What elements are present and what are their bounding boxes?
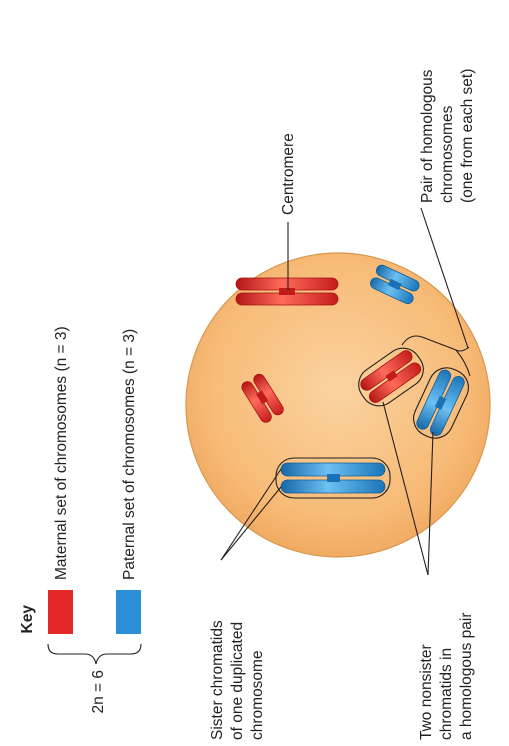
- cell: [185, 252, 491, 558]
- homologous-leader: [420, 207, 469, 349]
- nonsister-leader-a: [382, 401, 429, 576]
- paternal-chromosome-small: [370, 264, 420, 305]
- sister-label-line1: Sister chromatids: [209, 620, 226, 740]
- nonsister-label-line2: chromatids in: [438, 648, 455, 740]
- key-brace: [47, 643, 142, 665]
- key-title: Key: [19, 605, 36, 634]
- key-formula: 2n = 6: [90, 670, 107, 714]
- sister-label-line2: of one duplicated: [229, 622, 246, 740]
- maternal-chromosome-small: [241, 373, 284, 423]
- key: Key Maternal set of chromosomes (n = 3) …: [19, 326, 142, 714]
- sister-leader-b: [220, 486, 282, 561]
- maternal-chromosome-medium: [358, 347, 424, 407]
- paternal-swatch: [116, 590, 141, 634]
- sister-label-line3: chromosome: [249, 650, 266, 740]
- centromere-label: Centromere: [280, 133, 297, 215]
- homologous-label-line1: Pair of homologous: [419, 69, 436, 203]
- maternal-swatch: [48, 590, 73, 634]
- nonsister-label-line1: Two nonsister: [418, 644, 435, 740]
- paternal-chromosome-medium: [413, 367, 469, 439]
- homologous-label-line2: chromosomes: [439, 105, 456, 203]
- paternal-label: Paternal set of chromosomes (n = 3): [121, 329, 138, 580]
- homologous-label-line3: (one from each set): [459, 69, 476, 203]
- maternal-label: Maternal set of chromosomes (n = 3): [53, 326, 70, 580]
- sister-leader-a: [220, 468, 282, 561]
- homologous-bracket: [401, 335, 471, 377]
- nonsister-label-line3: a homologous pair: [458, 612, 475, 740]
- nonsister-leader-b: [427, 431, 434, 576]
- maternal-chromosome-long: [235, 277, 339, 306]
